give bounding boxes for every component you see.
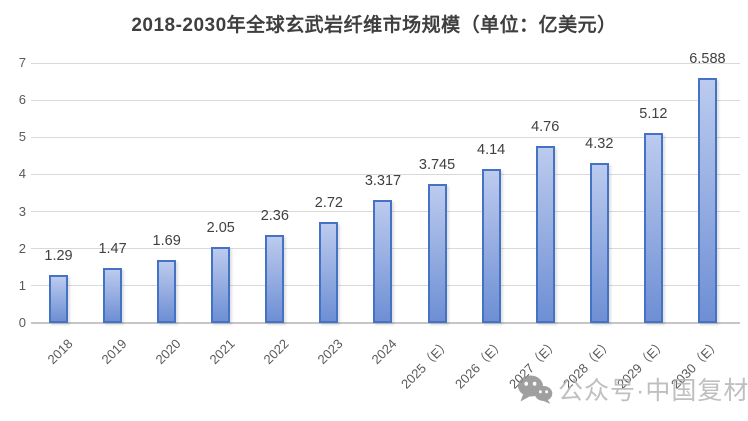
data-label: 1.47	[98, 241, 127, 258]
bar-2029（E）	[643, 132, 663, 323]
bar-2023	[319, 221, 339, 323]
y-axis-tick-label: 3	[18, 203, 26, 219]
y-axis-tick-label: 4	[18, 166, 26, 182]
watermark: 公众号·中国复材	[517, 371, 748, 407]
y-axis-tick-label: 5	[18, 129, 26, 145]
data-label: 2.72	[314, 194, 343, 211]
gridline	[31, 62, 740, 64]
bar-2030（E）	[697, 78, 717, 323]
bar-2024	[373, 199, 393, 323]
gridline	[31, 136, 740, 138]
data-label: 2.36	[260, 208, 289, 225]
data-label: 1.29	[44, 248, 73, 265]
bar-2025（E）	[427, 183, 447, 323]
data-label: 4.14	[477, 142, 506, 159]
y-axis-tick-label: 2	[18, 240, 26, 256]
watermark-text: 公众号·中国复材	[558, 377, 748, 405]
data-label: 6.588	[689, 51, 726, 68]
gridline	[31, 99, 740, 101]
data-label: 2.05	[206, 219, 235, 236]
bar-2026（E）	[481, 169, 501, 323]
y-axis-tick-label: 6	[18, 92, 26, 108]
data-label: 4.32	[585, 135, 614, 152]
bar-2019	[103, 268, 123, 323]
gridline	[31, 173, 740, 175]
bar-2021	[211, 246, 231, 323]
x-axis-line	[31, 322, 740, 324]
data-label: 5.12	[639, 105, 668, 122]
bar-2018	[49, 275, 68, 323]
data-label: 3.317	[364, 172, 402, 189]
chart-title: 2018-2030年全球玄武岩纤维市场规模（单位：亿美元）	[131, 15, 617, 36]
bar-2022	[265, 235, 285, 323]
data-label: 1.69	[152, 233, 181, 250]
y-axis-tick-label: 7	[18, 55, 26, 70]
y-axis-tick-label: 1	[18, 277, 26, 293]
data-label: 4.76	[531, 119, 560, 136]
bar-2020	[157, 260, 177, 323]
wechat-icon	[517, 374, 553, 404]
bar-2028（E）	[589, 162, 609, 323]
bar-2027（E）	[535, 146, 555, 323]
data-label: 3.745	[418, 156, 456, 173]
y-axis-tick-label: 0	[18, 315, 26, 330]
